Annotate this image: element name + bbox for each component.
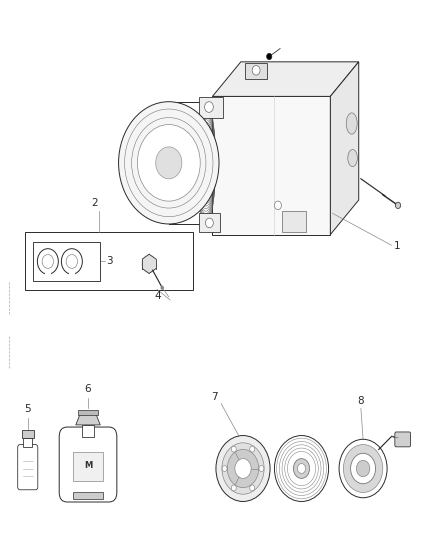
Polygon shape	[76, 414, 100, 425]
Bar	[82, 425, 94, 437]
Circle shape	[119, 102, 219, 224]
Circle shape	[222, 443, 264, 494]
Circle shape	[42, 255, 53, 268]
Circle shape	[293, 458, 310, 479]
Circle shape	[275, 435, 328, 502]
Bar	[21, 430, 34, 438]
Bar	[78, 410, 98, 415]
Circle shape	[267, 53, 272, 60]
Text: 1: 1	[394, 241, 400, 251]
Text: 7: 7	[211, 392, 218, 402]
Circle shape	[141, 254, 157, 273]
Circle shape	[396, 202, 401, 208]
Text: 2: 2	[91, 198, 98, 208]
FancyBboxPatch shape	[199, 213, 220, 232]
Circle shape	[250, 446, 254, 452]
Circle shape	[205, 102, 213, 112]
Bar	[73, 492, 103, 499]
Circle shape	[231, 446, 236, 452]
Circle shape	[155, 147, 182, 179]
FancyBboxPatch shape	[245, 63, 267, 79]
Bar	[23, 438, 32, 447]
Circle shape	[66, 255, 78, 268]
FancyBboxPatch shape	[18, 445, 38, 490]
Text: 5: 5	[25, 404, 31, 414]
Circle shape	[235, 458, 251, 479]
FancyBboxPatch shape	[59, 427, 117, 502]
Circle shape	[357, 461, 370, 477]
Circle shape	[252, 66, 260, 75]
Ellipse shape	[346, 113, 357, 134]
Circle shape	[250, 485, 254, 491]
FancyBboxPatch shape	[199, 98, 223, 118]
Polygon shape	[212, 62, 359, 96]
Text: 6: 6	[85, 384, 92, 393]
Circle shape	[205, 218, 213, 228]
FancyBboxPatch shape	[212, 96, 330, 235]
Circle shape	[350, 453, 375, 484]
Circle shape	[37, 249, 58, 274]
Circle shape	[339, 439, 387, 498]
Circle shape	[343, 445, 383, 492]
Circle shape	[61, 249, 82, 274]
Ellipse shape	[348, 150, 357, 166]
Circle shape	[227, 449, 259, 488]
Bar	[32, 242, 100, 281]
Polygon shape	[330, 62, 359, 235]
Circle shape	[231, 485, 236, 491]
Circle shape	[297, 464, 306, 473]
Bar	[25, 232, 193, 290]
Circle shape	[216, 435, 270, 502]
FancyBboxPatch shape	[283, 211, 306, 232]
Circle shape	[138, 125, 200, 201]
Text: 3: 3	[106, 256, 113, 266]
Circle shape	[160, 286, 164, 290]
FancyBboxPatch shape	[395, 432, 410, 447]
Text: M: M	[84, 462, 92, 470]
Text: 4: 4	[154, 290, 161, 301]
Text: 8: 8	[357, 396, 364, 406]
Circle shape	[275, 201, 282, 209]
Circle shape	[259, 465, 264, 472]
Circle shape	[222, 465, 227, 472]
Bar	[73, 451, 103, 481]
